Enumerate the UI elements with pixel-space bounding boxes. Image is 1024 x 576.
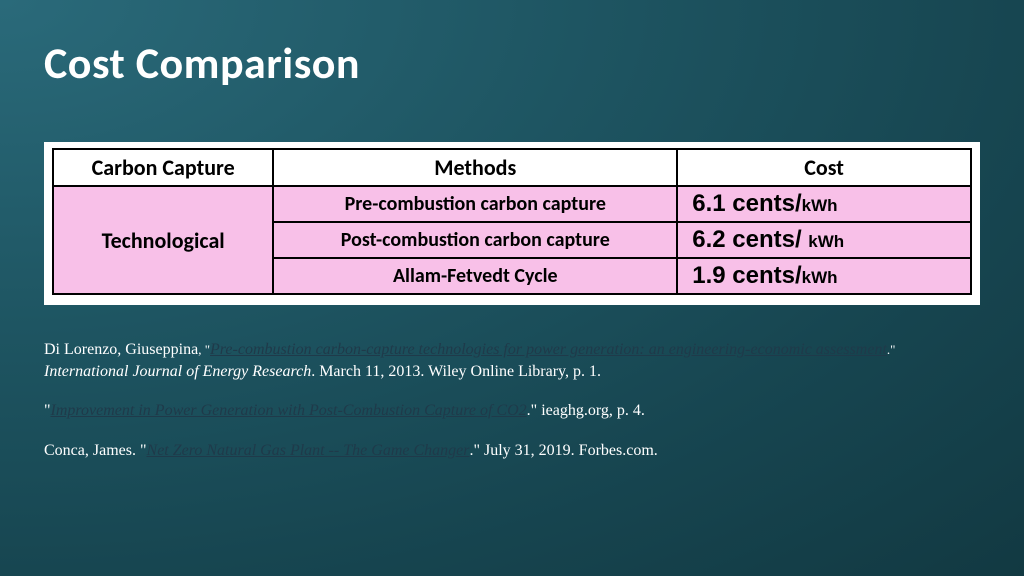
cost-value: 6.2 cents/ — [692, 226, 808, 253]
ref-link[interactable]: Pre-combustion carbon-capture technologi… — [210, 341, 887, 358]
category-cell: Technological — [53, 186, 273, 294]
header-cost: Cost — [677, 149, 971, 186]
reference-1: Di Lorenzo, Giuseppina, "Pre-combustion … — [44, 339, 980, 382]
reference-3: Conca, James. "Net Zero Natural Gas Plan… — [44, 440, 980, 462]
cost-cell: 6.2 cents/ kWh — [677, 222, 971, 258]
method-cell: Pre-combustion carbon capture — [273, 186, 677, 222]
cost-unit: kWh — [802, 268, 838, 287]
header-carbon-capture: Carbon Capture — [53, 149, 273, 186]
slide-title: Cost Comparison — [44, 36, 980, 90]
cost-cell: 6.1 cents/kWh — [677, 186, 971, 222]
references-block: Di Lorenzo, Giuseppina, "Pre-combustion … — [44, 339, 980, 461]
method-cell: Allam-Fetvedt Cycle — [273, 258, 677, 294]
comparison-table: Carbon Capture Methods Cost Technologica… — [52, 148, 972, 295]
cost-unit: kWh — [802, 196, 838, 215]
table-header-row: Carbon Capture Methods Cost — [53, 149, 971, 186]
ref-sep: , " — [198, 342, 210, 357]
ref-link[interactable]: Improvement in Power Generation with Pos… — [51, 402, 527, 419]
reference-2: "Improvement in Power Generation with Po… — [44, 400, 980, 422]
ref-post: ." ieaghg.org, p. 4. — [527, 402, 645, 419]
ref-post: ." — [887, 342, 896, 357]
method-cell: Post-combustion carbon capture — [273, 222, 677, 258]
table-row: Technological Pre-combustion carbon capt… — [53, 186, 971, 222]
ref-tail: . March 11, 2013. Wiley Online Library, … — [311, 363, 601, 380]
ref-journal: International Journal of Energy Research — [44, 363, 311, 380]
header-methods: Methods — [273, 149, 677, 186]
ref-post: ." July 31, 2019. Forbes.com. — [469, 442, 657, 459]
comparison-table-container: Carbon Capture Methods Cost Technologica… — [44, 142, 980, 305]
cost-value: 1.9 cents/ — [692, 262, 801, 289]
cost-unit: kWh — [808, 232, 844, 251]
cost-value: 6.1 cents/ — [692, 190, 801, 217]
ref-author: Conca, James. " — [44, 442, 147, 459]
ref-author: Di Lorenzo, Giuseppina — [44, 341, 198, 358]
ref-link[interactable]: Net Zero Natural Gas Plant -- The Game C… — [147, 442, 470, 459]
cost-cell: 1.9 cents/kWh — [677, 258, 971, 294]
